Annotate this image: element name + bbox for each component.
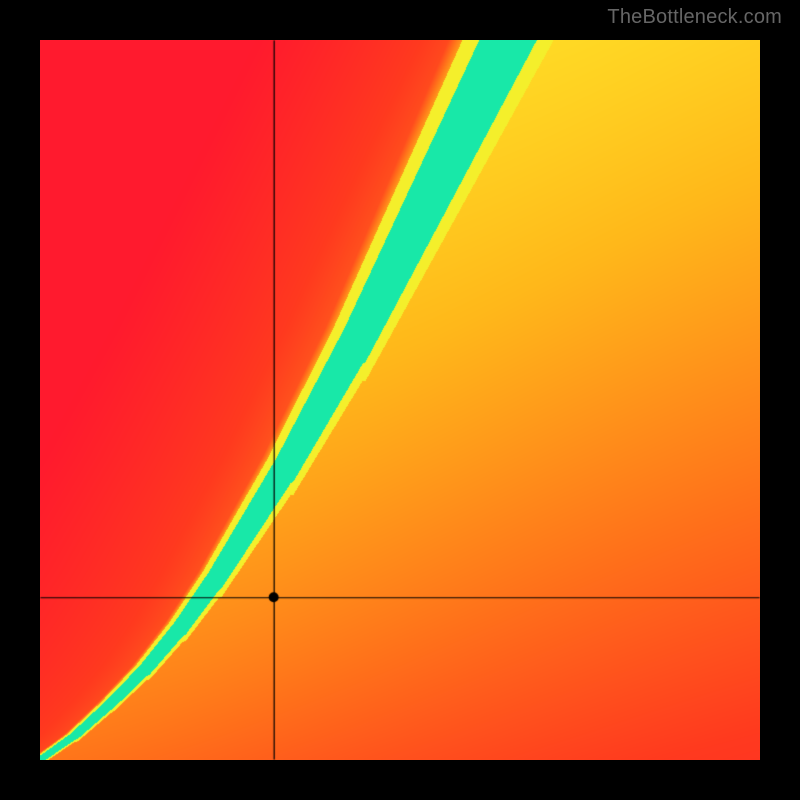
attribution-label: TheBottleneck.com (607, 6, 782, 29)
heatmap-canvas (40, 40, 760, 760)
chart-container: TheBottleneck.com (0, 0, 800, 800)
